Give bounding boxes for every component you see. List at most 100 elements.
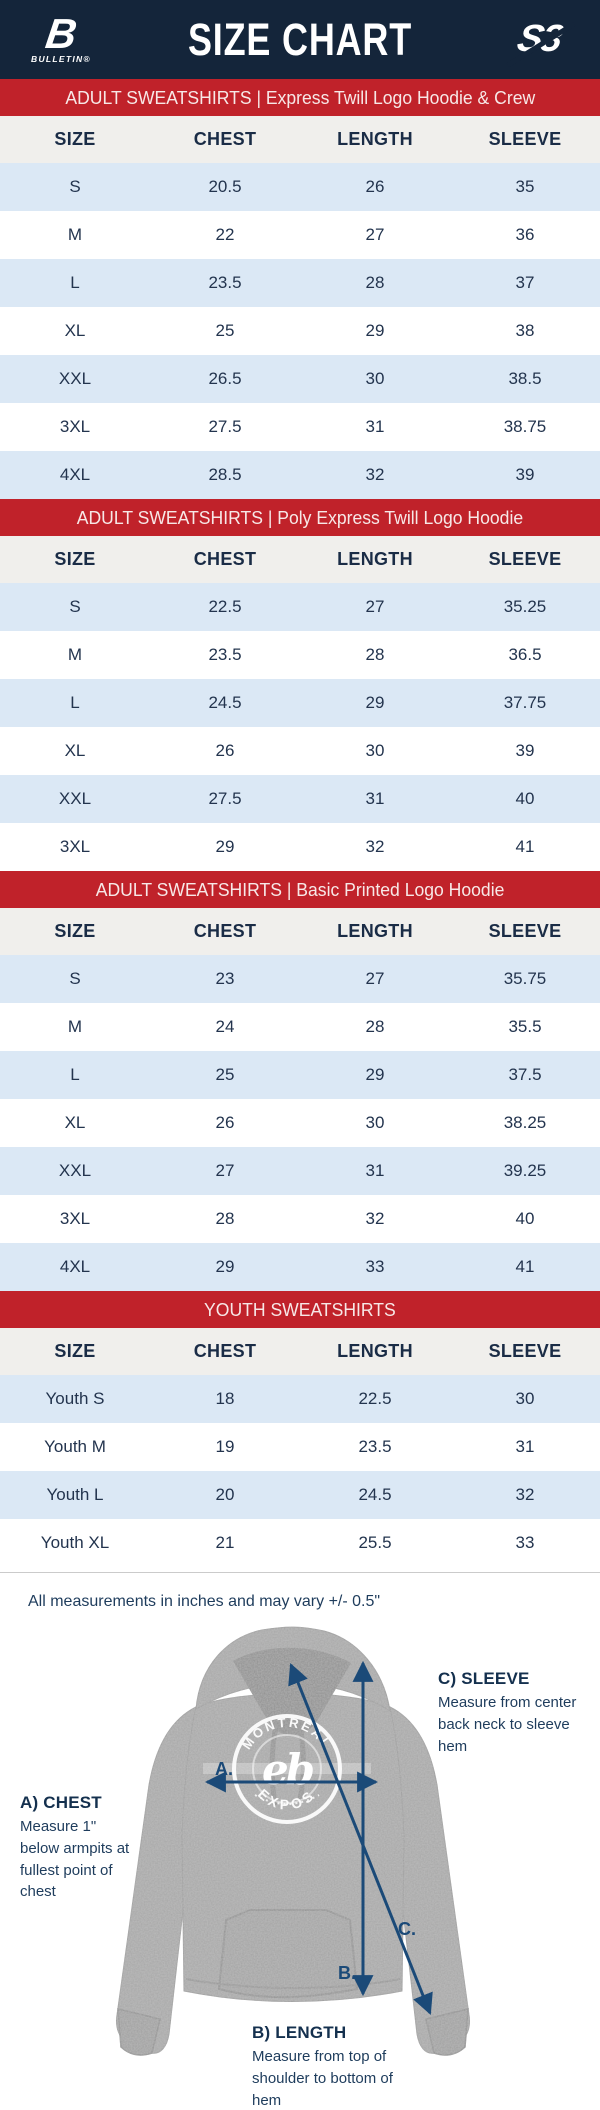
size-table-express-twill: SIZE CHEST LENGTH SLEEVE S 20.5 26 35 M 22 27 3… [0, 116, 600, 499]
sb-logo: S3 [496, 18, 582, 68]
size-cell: 26 [365, 177, 385, 196]
size-cell: 41 [515, 1257, 535, 1276]
chest-label: A) CHEST Measure 1" below armpits at ful… [20, 1793, 138, 1903]
size-cell: 26 [215, 741, 235, 760]
size-cell: 32 [365, 465, 385, 484]
table-row: 3XL 28 32 40 [0, 1195, 600, 1243]
size-cell: 27.5 [208, 789, 242, 808]
size-cell: 27 [365, 225, 385, 244]
table-row: Youth S 18 22.5 30 [0, 1375, 600, 1423]
table-row: S 20.5 26 35 [0, 163, 600, 211]
table-row: L 25 29 37.5 [0, 1051, 600, 1099]
logo-stripe [203, 1763, 371, 1774]
size-cell: 28 [365, 1017, 385, 1036]
size-cell: 3XL [59, 417, 91, 436]
size-cell: 25 [215, 321, 235, 340]
size-cell: 35 [515, 177, 535, 196]
size-cell: XL [64, 321, 86, 340]
sleeve-label-desc: Measure from center back neck to sleeve … [438, 1694, 577, 1755]
size-cell: 20 [215, 1485, 235, 1504]
table-row: M 23.5 28 36.5 [0, 631, 600, 679]
size-table-youth: SIZE CHEST LENGTH SLEEVE Youth S 18 22.5 30… [0, 1328, 600, 1567]
size-cell: L [70, 693, 80, 712]
size-cell: XL [64, 1113, 86, 1132]
marker-b: B. [338, 1963, 356, 1983]
size-cell: 36.5 [508, 645, 542, 664]
size-cell: 35.25 [503, 597, 547, 616]
column-header-size: SIZE [0, 1328, 150, 1375]
section-banner-poly-express: ADULT SWEATSHIRTS | Poly Express Twill L… [0, 499, 600, 536]
section-banner-label: ADULT SWEATSHIRTS | Basic Printed Logo H… [95, 878, 505, 900]
size-cell: L [70, 273, 80, 292]
size-cell: 18 [215, 1389, 235, 1408]
size-cell: 27 [365, 597, 385, 616]
size-cell: 22.5 [358, 1389, 392, 1408]
size-cell: XXL [58, 1161, 92, 1180]
hoodie-left-cuff [117, 2008, 161, 2056]
size-cell: 27 [365, 969, 385, 988]
size-cell: 29 [215, 1257, 235, 1276]
size-cell: 38 [515, 321, 535, 340]
size-cell: 22.5 [208, 597, 242, 616]
bulletin-logo: B BULLETIN® [18, 9, 104, 65]
table-row: Youth XL 21 25.5 33 [0, 1519, 600, 1567]
size-cell: 23 [215, 969, 235, 988]
size-cell: 29 [365, 693, 385, 712]
measure-arrows [204, 1660, 433, 2015]
table-row: XXL 27.5 31 40 [0, 775, 600, 823]
sleeve-label: C) SLEEVE Measure from center back neck … [438, 1669, 598, 1757]
table-row: XL 25 29 38 [0, 307, 600, 355]
hoodie-right-cuff [425, 2008, 469, 2056]
size-cell: 23.5 [358, 1437, 392, 1456]
page-title: SIZE CHART [188, 13, 412, 65]
size-cell: 28.5 [208, 465, 242, 484]
section-banner-basic-printed: ADULT SWEATSHIRTS | Basic Printed Logo H… [0, 871, 600, 908]
size-cell: 19 [215, 1437, 235, 1456]
column-header-sleeve: SLEEVE [450, 116, 600, 163]
size-cell: 21 [215, 1533, 235, 1552]
divider-line [0, 1572, 600, 1573]
size-cell: M [67, 225, 83, 244]
table-header-row: SIZE CHEST LENGTH SLEEVE [0, 908, 600, 955]
table-row: S 22.5 27 35.25 [0, 583, 600, 631]
column-header-chest: CHEST [150, 908, 300, 955]
size-cell: 28 [215, 1209, 235, 1228]
column-header-sleeve: SLEEVE [450, 908, 600, 955]
size-cell: Youth L [46, 1485, 104, 1504]
column-header-length: LENGTH [300, 536, 450, 583]
size-cell: 33 [365, 1257, 385, 1276]
page-header: B BULLETIN® SIZE CHART S3 [0, 0, 600, 79]
size-cell: Youth S [45, 1389, 105, 1408]
hoodie-scene: MONTRÉAL EXPOS eb A. B. C. [116, 1626, 470, 2056]
size-cell: 29 [365, 1065, 385, 1084]
size-cell: 38.75 [503, 417, 547, 436]
size-cell: 39 [515, 741, 535, 760]
size-cell: S [69, 597, 81, 616]
length-label-desc: Measure from top of shoulder to bottom o… [252, 2048, 393, 2109]
table-row: 4XL 28.5 32 39 [0, 451, 600, 499]
size-cell: 25.5 [358, 1533, 392, 1552]
bulletin-b-icon: B [42, 9, 80, 57]
sleeve-arrow [288, 1663, 433, 2015]
size-cell: 37.75 [503, 693, 547, 712]
size-cell: 23.5 [208, 645, 242, 664]
column-header-size: SIZE [0, 536, 150, 583]
size-cell: 38.25 [503, 1113, 547, 1132]
section-banner-label: YOUTH SWEATSHIRTS [204, 1298, 396, 1320]
size-table-poly-express: SIZE CHEST LENGTH SLEEVE S 22.5 27 35.25 M 23… [0, 536, 600, 871]
size-cell: 25 [215, 1065, 235, 1084]
size-cell: 24 [215, 1017, 235, 1036]
size-cell: 28 [365, 273, 385, 292]
section-banner-youth: YOUTH SWEATSHIRTS [0, 1291, 600, 1328]
size-table-basic-printed: SIZE CHEST LENGTH SLEEVE S 23 27 35.75 M 24 28… [0, 908, 600, 1291]
table-row: L 23.5 28 37 [0, 259, 600, 307]
column-header-chest: CHEST [150, 1328, 300, 1375]
table-row: XXL 26.5 30 38.5 [0, 355, 600, 403]
size-cell: 3XL [59, 1209, 91, 1228]
size-cell: 20.5 [208, 177, 242, 196]
length-label-title: B) LENGTH [252, 2023, 347, 2042]
section-banner-label: ADULT SWEATSHIRTS | Poly Express Twill L… [76, 506, 524, 528]
size-cell: 26.5 [208, 369, 242, 388]
size-cell: 31 [365, 789, 385, 808]
